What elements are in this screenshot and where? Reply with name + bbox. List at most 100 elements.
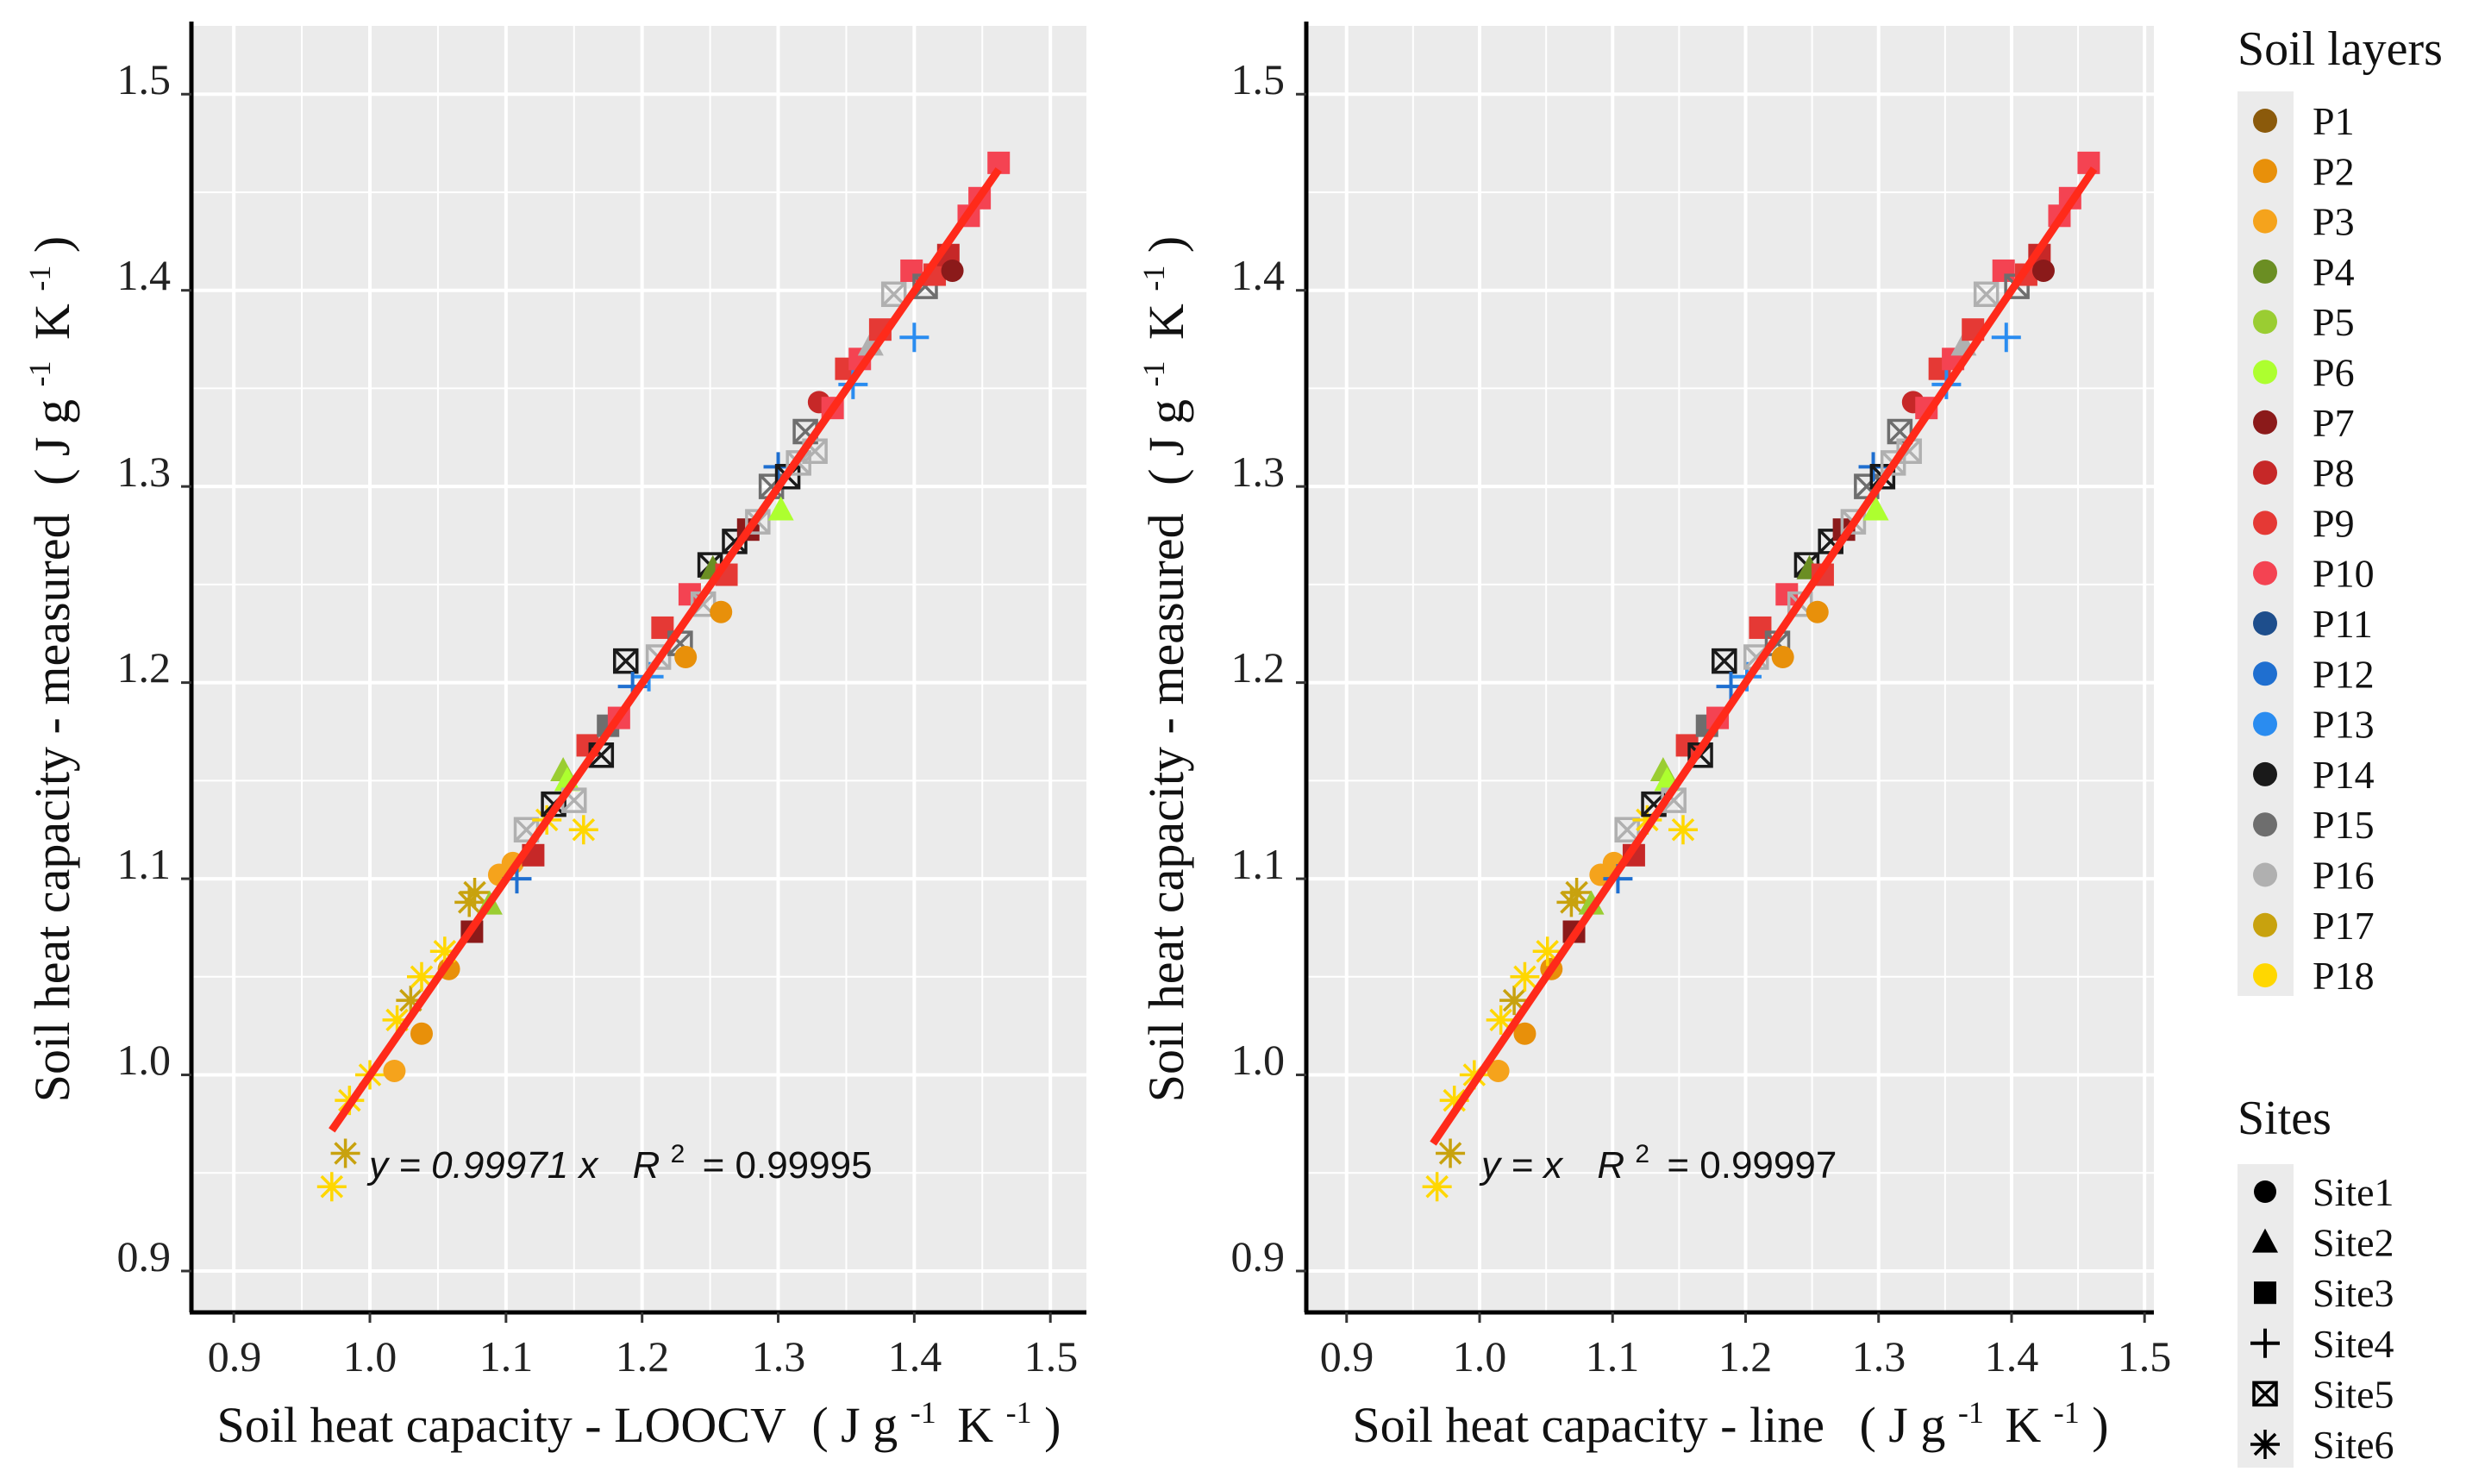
data-point [383,1059,406,1082]
left-x-tick-label: 1.1 [479,1332,534,1381]
legend-label: P17 [2313,904,2375,948]
left-x-tick-label: 1.0 [343,1332,397,1381]
legend-label: P1 [2313,99,2355,143]
legend-label: P4 [2313,250,2355,294]
legend-label: Site4 [2313,1322,2394,1366]
legend-label: P11 [2313,602,2373,646]
legend-label: P18 [2313,954,2375,998]
data-point [410,1022,433,1045]
right-x-axis-title: Soil heat capacity - line ( J g -1 K -1 … [1352,1378,2108,1453]
data-point [612,648,639,674]
units-close-paren: ) [1138,236,1194,253]
data-point [1486,1059,1510,1082]
legend-swatch [2253,310,2277,335]
legend-label: P3 [2313,200,2355,244]
right-fit-line [1430,166,2098,1146]
data-point [767,496,794,521]
data-point [1562,878,1592,907]
legend-label: Site6 [2313,1423,2394,1467]
legend-swatch [2253,360,2277,385]
right-x-tick-labels: 0.9 1.0 1.1 1.2 1.3 1.4 1.5 [1320,1332,2172,1381]
left-x-tick-label: 1.4 [888,1332,942,1381]
data-point [1436,1138,1466,1168]
left-panel-background [191,26,1086,1312]
legend-swatch [2253,812,2277,837]
left-y-tick-label: 1.2 [117,643,172,692]
units-exp: -1 [22,266,57,291]
data-point [1862,496,1889,521]
units-close-paren: ) [1044,1397,1061,1453]
data-point [1992,259,2015,282]
right-y-tick-label: 1.1 [1231,840,1286,888]
left-x-tick-label: 1.2 [616,1332,670,1381]
units-k: K [2005,1397,2041,1453]
data-point [382,1005,412,1035]
data-point [1632,805,1662,835]
data-point [396,986,426,1016]
units-open-paren: ( [811,1397,828,1453]
legend-label: P13 [2313,703,2375,747]
legend-label: P7 [2313,401,2355,445]
left-x-axis-title: Soil heat capacity - LOOCV ( J g -1 K -1… [217,1378,1061,1453]
units-exp: -1 [911,1395,936,1430]
legend-label: P9 [2313,501,2355,545]
legend-label: Site2 [2313,1221,2394,1265]
right-tick-marks [1296,92,2146,1323]
right-y-tick-label: 1.0 [1231,1036,1286,1084]
legend-shape [2254,1281,2276,1305]
data-point [454,887,485,917]
legend-label: P6 [2313,351,2355,395]
left-y-tick-label: 1.3 [117,448,172,496]
left-equation-r: R [633,1144,660,1187]
data-point [1578,890,1605,915]
legend-label: P16 [2313,854,2375,898]
data-point [406,961,436,992]
legend-label: P10 [2313,552,2375,596]
legend-swatch [2253,159,2277,184]
right-x-tick-label: 1.2 [1718,1332,1773,1381]
left-x-axis-title-main: Soil heat capacity - LOOCV [217,1397,786,1453]
legend-swatch [2253,460,2277,485]
legend-swatch [2253,209,2277,234]
data-point [1422,1172,1452,1202]
left-y-tick-label: 1.0 [117,1036,172,1084]
data-point [1556,887,1587,917]
data-point [1668,815,1698,845]
data-point [1486,1005,1516,1035]
right-gridlines [1279,26,2154,1312]
units-j: J g [1888,1397,1945,1453]
left-equation-fit: y = 0.99971 x [366,1144,599,1187]
soil-layers-legend: P1 P2 P3 P4 P5 P6 P7 P8 P9 P10 P11 P12 P13 P14 P15 P16 P… [2238,91,2375,998]
data-point [460,878,490,907]
left-equation-r2-superscript: 2 [671,1140,685,1168]
left-y-tick-label: 0.9 [117,1232,172,1280]
units-exp: -1 [2054,1395,2080,1430]
data-point [1499,986,1530,1016]
right-y-tick-label: 1.3 [1231,448,1286,496]
units-open-paren: ( [1138,469,1194,485]
left-x-tick-label: 0.9 [208,1332,262,1381]
units-exp: -1 [1136,266,1171,291]
left-y-tick-labels: 0.9 1.0 1.1 1.2 1.3 1.4 1.5 [117,55,172,1280]
left-y-tick-label: 1.5 [117,55,172,103]
right-x-tick-label: 1.4 [1985,1332,2039,1381]
right-x-axis-title-main: Soil heat capacity - line [1352,1397,1824,1453]
right-x-tick-label: 1.0 [1453,1332,1507,1381]
units-k: K [957,1397,993,1453]
legend-swatch [2253,661,2277,686]
units-exp: -1 [1136,360,1171,386]
legend-swatch [2253,912,2277,937]
right-equation-r: R [1597,1144,1624,1187]
units-exp: -1 [1958,1395,1984,1430]
data-point [568,815,598,845]
data-point [429,936,460,967]
legend-swatch [2253,862,2277,887]
units-exp: -1 [22,360,57,386]
right-y-tick-label: 0.9 [1231,1232,1286,1280]
units-k: K [24,304,80,340]
right-equation-r2-superscript: 2 [1635,1140,1649,1168]
legend-label: P5 [2313,300,2355,344]
data-point [316,1172,347,1202]
right-y-tick-label: 1.4 [1231,251,1286,299]
